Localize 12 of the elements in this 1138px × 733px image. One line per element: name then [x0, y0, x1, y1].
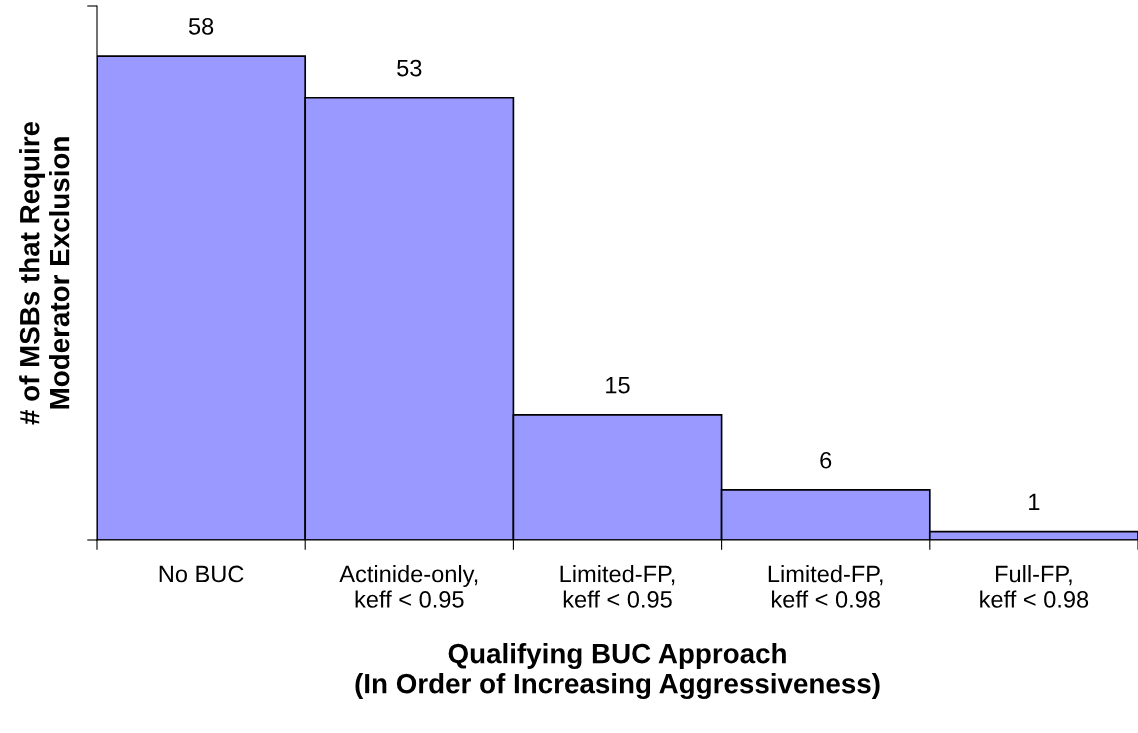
data-label: 58	[188, 18, 214, 35]
x-tick-label: Limited-FP, keff < 0.95	[560, 565, 675, 608]
x-axis-title: Qualifying BUC Approach (In Order of Increasing Aggressiveness)	[355, 643, 880, 700]
x-tick-label: No BUC	[159, 565, 244, 583]
x-tick-label: Limited-FP, keff < 0.98	[768, 565, 883, 608]
x-tick-label: Actinide-only, keff < 0.95	[339, 565, 478, 608]
data-label: 53	[397, 59, 422, 77]
y-axis-title: # of MSBs that Require Moderator Exclusion	[19, 121, 70, 425]
data-label: 15	[606, 377, 630, 394]
x-tick-label: Full-FP, keff < 0.98	[980, 565, 1089, 608]
data-label: 1	[1029, 493, 1040, 511]
data-label: 6	[820, 451, 832, 469]
